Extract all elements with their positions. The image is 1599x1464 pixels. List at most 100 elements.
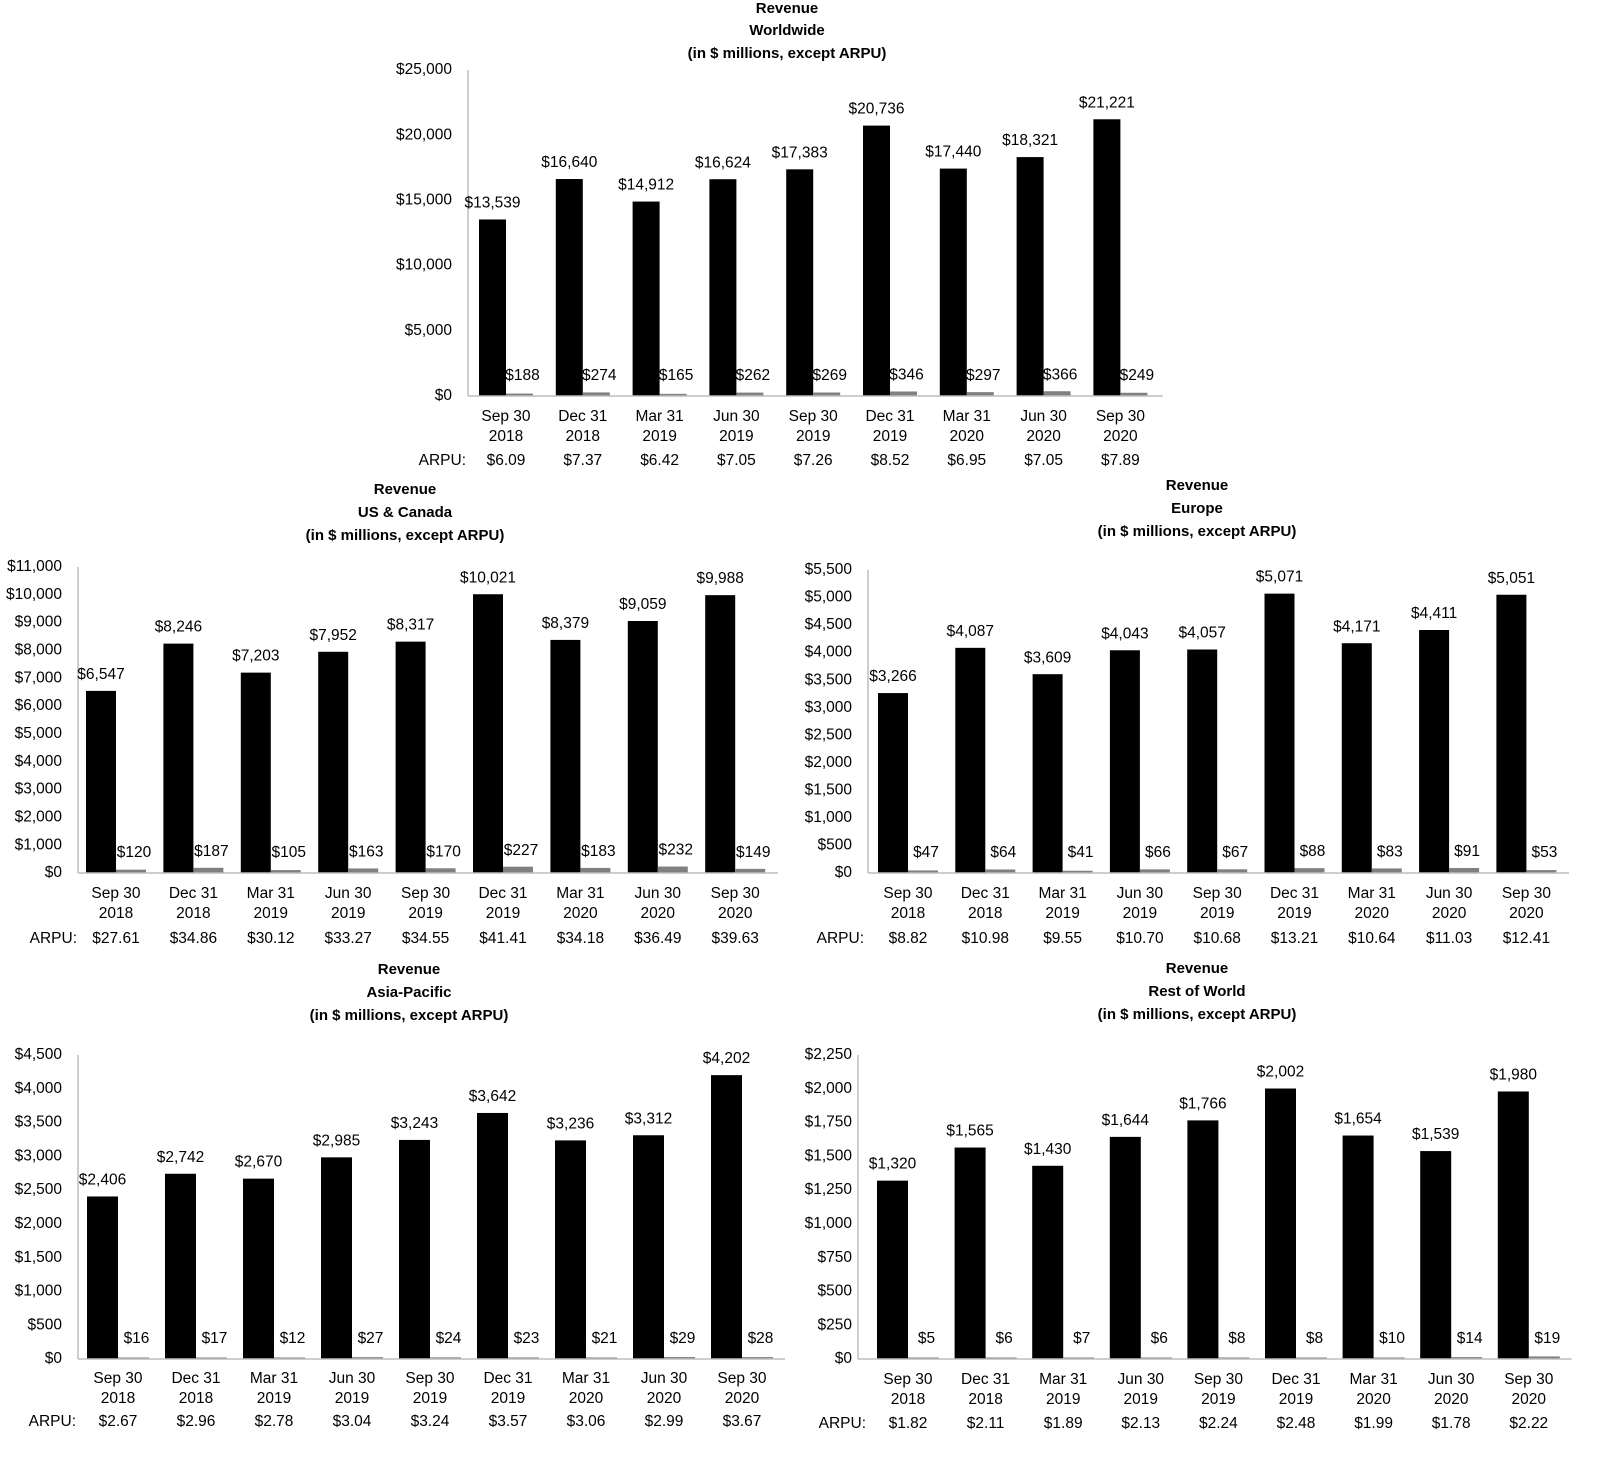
- x-tick-label: 2019: [1279, 1391, 1313, 1408]
- data-label: $18,321: [1002, 132, 1058, 149]
- data-label: $5: [918, 1330, 935, 1347]
- data-label: $1,565: [946, 1123, 993, 1140]
- data-label: $297: [966, 367, 1000, 384]
- data-label: $165: [659, 367, 693, 384]
- data-label: $3,312: [625, 1110, 672, 1127]
- y-tick-label: $0: [835, 864, 853, 881]
- revenue-bar: [954, 1147, 986, 1359]
- x-tick-label: 2020: [641, 905, 676, 922]
- y-tick-label: $1,000: [805, 1215, 853, 1232]
- chart-title-line: US & Canada: [358, 504, 453, 521]
- arpu-value: $7.05: [1024, 452, 1063, 469]
- x-tick-label: 2020: [950, 428, 985, 445]
- secondary-bar: [1294, 868, 1325, 873]
- data-label: $2,985: [313, 1132, 360, 1149]
- x-tick-label: Dec 31: [865, 408, 914, 425]
- x-tick-label: 2018: [891, 1391, 925, 1408]
- data-label: $10: [1379, 1330, 1405, 1347]
- x-tick-label: Sep 30: [1194, 1371, 1244, 1388]
- y-tick-label: $8,000: [15, 642, 63, 659]
- chart-title-line: Worldwide: [749, 22, 825, 39]
- revenue-bar: [479, 219, 506, 396]
- x-tick-label: Dec 31: [1270, 885, 1319, 902]
- data-label: $6: [995, 1330, 1012, 1347]
- secondary-bar: [657, 866, 688, 873]
- x-tick-label: Dec 31: [1271, 1371, 1320, 1388]
- y-tick-label: $2,500: [805, 726, 853, 743]
- arpu-value: $10.68: [1193, 930, 1240, 947]
- data-label: $19: [1534, 1330, 1560, 1347]
- x-tick-label: Mar 31: [247, 885, 295, 902]
- x-tick-label: Jun 30: [325, 885, 372, 902]
- x-tick-label: Mar 31: [1349, 1371, 1397, 1388]
- data-label: $9,988: [696, 570, 743, 587]
- revenue-bar: [555, 1140, 586, 1359]
- x-tick-label: 2019: [331, 905, 365, 922]
- y-tick-label: $500: [28, 1316, 63, 1333]
- data-label: $5,071: [1256, 569, 1303, 586]
- x-tick-label: Sep 30: [883, 1371, 933, 1388]
- revenue-bar: [627, 620, 658, 873]
- data-label: $1,430: [1024, 1141, 1072, 1158]
- revenue-bar: [1187, 649, 1218, 873]
- x-tick-label: 2020: [1026, 428, 1061, 445]
- x-tick-label: 2019: [491, 1390, 525, 1407]
- y-tick-label: $1,000: [805, 809, 853, 826]
- revenue-bar: [939, 168, 967, 396]
- data-label: $24: [436, 1330, 462, 1347]
- revenue-bar: [1341, 643, 1372, 873]
- secondary-bar: [1217, 869, 1248, 873]
- x-tick-label: Mar 31: [1038, 885, 1086, 902]
- secondary-bar: [1062, 870, 1093, 873]
- y-tick-label: $2,000: [805, 754, 853, 771]
- chart-europe: Revenue Europe (in $ millions, except ARPU…: [805, 477, 1570, 947]
- data-label: $16,640: [541, 154, 597, 171]
- chart-title-line: Revenue: [1166, 477, 1229, 494]
- x-tick-label: Jun 30: [329, 1370, 376, 1387]
- x-tick-label: Sep 30: [93, 1370, 143, 1387]
- arpu-value: $10.98: [962, 930, 1009, 947]
- x-tick-label: Jun 30: [641, 1370, 688, 1387]
- revenue-bar: [709, 179, 737, 396]
- arpu-value: $34.55: [402, 930, 449, 947]
- x-tick-label: Sep 30: [91, 885, 141, 902]
- revenue-bar: [711, 1075, 742, 1359]
- secondary-bar: [659, 393, 687, 396]
- revenue-bar: [1419, 629, 1450, 873]
- secondary-bar: [503, 866, 533, 873]
- data-label: $29: [670, 1330, 696, 1347]
- arpu-value: $2.11: [967, 1415, 1005, 1432]
- data-label: $1,539: [1412, 1126, 1459, 1143]
- chart-title-line: (in $ millions, except ARPU): [688, 45, 887, 62]
- revenue-bar: [1032, 1165, 1064, 1359]
- y-tick-label: $3,000: [15, 1147, 63, 1164]
- chart-title-line: Revenue: [374, 481, 437, 498]
- data-label: $14,912: [618, 177, 674, 194]
- data-label: $8: [1306, 1330, 1323, 1347]
- arpu-value: $1.78: [1432, 1415, 1471, 1432]
- x-tick-label: 2020: [1103, 428, 1138, 445]
- x-tick-label: 2019: [335, 1390, 369, 1407]
- data-label: $3,243: [391, 1115, 438, 1132]
- y-tick-label: $5,000: [15, 725, 63, 742]
- data-label: $3,236: [547, 1115, 594, 1132]
- y-tick-label: $5,000: [805, 589, 853, 606]
- x-tick-label: 2019: [1124, 1391, 1158, 1408]
- y-tick-label: $5,000: [405, 322, 453, 339]
- arpu-value: $8.82: [889, 930, 928, 947]
- data-label: $23: [514, 1330, 540, 1347]
- data-label: $163: [349, 844, 383, 861]
- x-tick-label: Mar 31: [943, 408, 991, 425]
- revenue-bar: [1496, 594, 1527, 873]
- revenue-bar: [240, 672, 271, 873]
- arpu-value: $34.86: [170, 930, 217, 947]
- x-tick-label: Mar 31: [1348, 885, 1396, 902]
- data-label: $262: [736, 367, 770, 384]
- y-tick-label: $3,500: [15, 1114, 63, 1131]
- arpu-value: $3.67: [723, 1413, 762, 1430]
- data-label: $2,002: [1257, 1064, 1304, 1081]
- arpu-value: $6.09: [487, 452, 526, 469]
- arpu-value: $3.24: [411, 1413, 450, 1430]
- data-label: $1,980: [1490, 1067, 1538, 1084]
- x-tick-label: 2019: [408, 905, 442, 922]
